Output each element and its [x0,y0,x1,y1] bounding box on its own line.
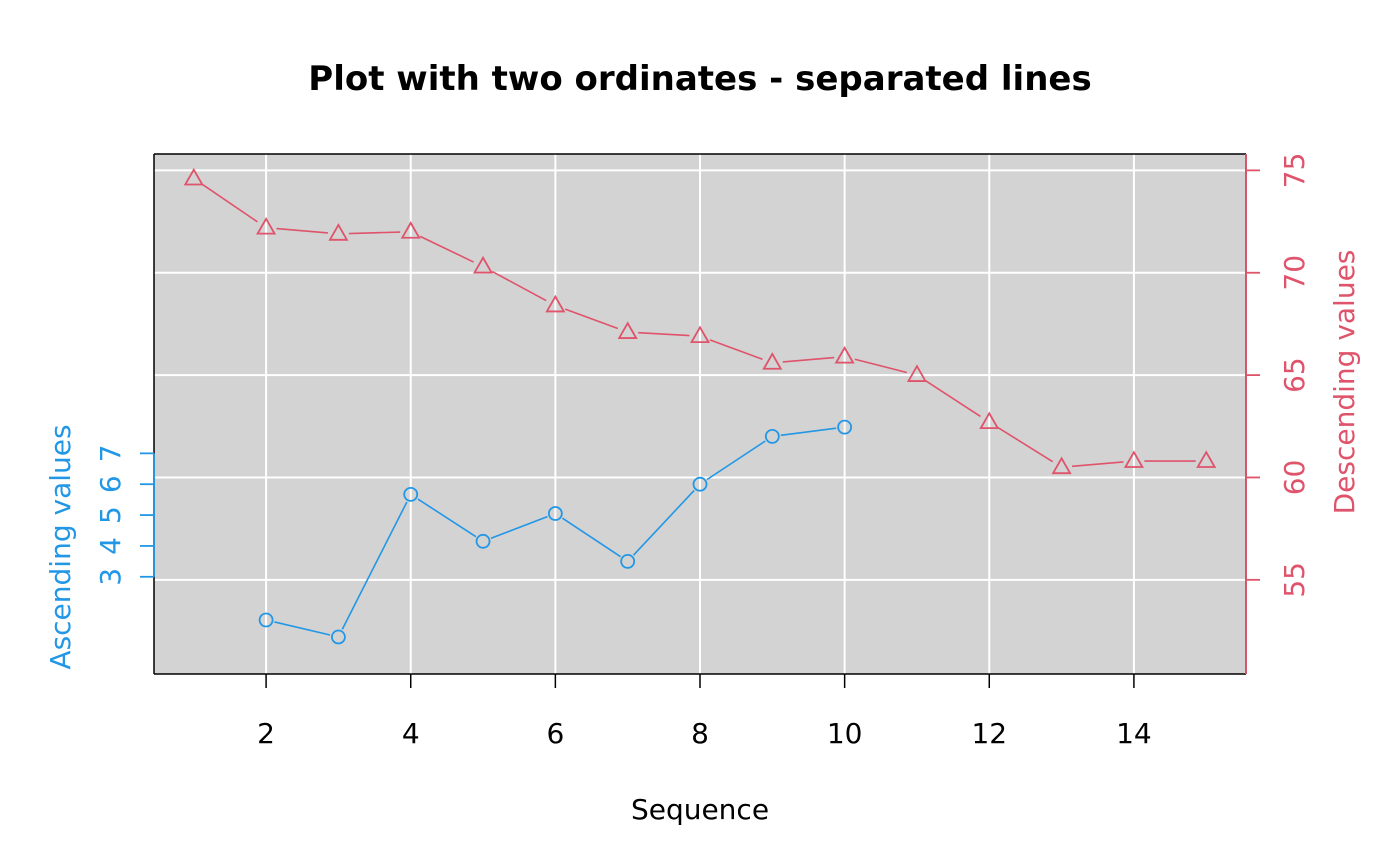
left-tick-label: 5 [94,506,127,524]
series-1-segment [562,517,622,558]
left-tick-label: 3 [94,568,127,586]
left-axis-title: Ascending values [44,424,77,669]
series-1-point [837,419,853,435]
series-1-point [547,506,563,521]
series-2-segment [1071,461,1124,468]
right-tick-label: 70 [1278,255,1311,291]
left-tick-label: 6 [94,475,127,493]
series-2-segment [491,270,547,302]
x-tick-label: 14 [1116,717,1152,750]
series-2-segment [782,356,835,363]
left-tick-label: 7 [94,444,127,462]
chart-title: Plot with two ordinates - separated line… [308,59,1091,99]
series-2-point [328,223,349,241]
series-2-point [1051,456,1072,475]
series-2-point [762,352,783,370]
series-2-segment [997,427,1054,463]
series-2-point [183,167,204,186]
series-1-segment [341,501,408,630]
x-tick-label: 8 [691,717,709,750]
series-1-segment [632,489,695,556]
series-2-segment [276,227,329,234]
x-tick-label: 6 [546,717,564,750]
series-2-point [906,364,928,382]
series-2-point [256,216,277,235]
series-2-point [472,255,494,274]
right-y-axis: 55 60 65 70 75 [1245,153,1311,674]
right-axis-title: Descending values [1328,250,1361,515]
series-2-segment [419,235,474,263]
series-layer [183,167,1217,645]
x-tick-label: 2 [257,717,275,750]
series-2-segment [564,308,619,330]
series-2-segment [709,339,763,360]
series-2-segment [854,358,907,374]
series-1-point [764,428,780,444]
series-1-point [475,533,491,549]
series-2-point [1196,450,1217,468]
series-1-point [692,476,708,492]
left-tick-label: 4 [94,537,127,555]
grid-lines [154,154,1246,674]
series-2-segment [202,183,258,223]
right-tick-label: 65 [1278,357,1311,393]
series-2-point [400,221,421,239]
series-2-point [545,294,566,313]
series-1-point [620,553,636,569]
series-2-point [617,321,638,339]
x-tick-label: 10 [827,717,863,750]
series-2-point [689,325,711,344]
series-1-segment [274,621,331,636]
series-2-point [834,345,855,364]
series-2-segment [348,231,401,235]
x-tick-label: 12 [971,717,1007,750]
series-1-point [331,629,346,645]
x-axis-title: Sequence [631,793,769,826]
series-1-point [258,612,274,628]
series-1-point [403,486,419,502]
right-tick-label: 55 [1278,562,1311,598]
series-2-segment [638,331,690,337]
x-axis: 2 4 6 8 10 12 14 [257,674,1152,750]
x-tick-label: 4 [402,717,420,750]
series-1-segment [706,440,766,481]
series-1-segment [417,498,477,538]
right-tick-label: 60 [1278,460,1311,496]
right-tick-label: 75 [1278,153,1311,189]
series-2-point [979,411,1000,430]
left-y-axis: 3 4 5 6 7 [94,444,155,586]
series-2-segment [925,380,981,418]
series-2-point [1123,450,1144,468]
series-1-segment [780,427,837,437]
series-1-segment [490,515,548,539]
